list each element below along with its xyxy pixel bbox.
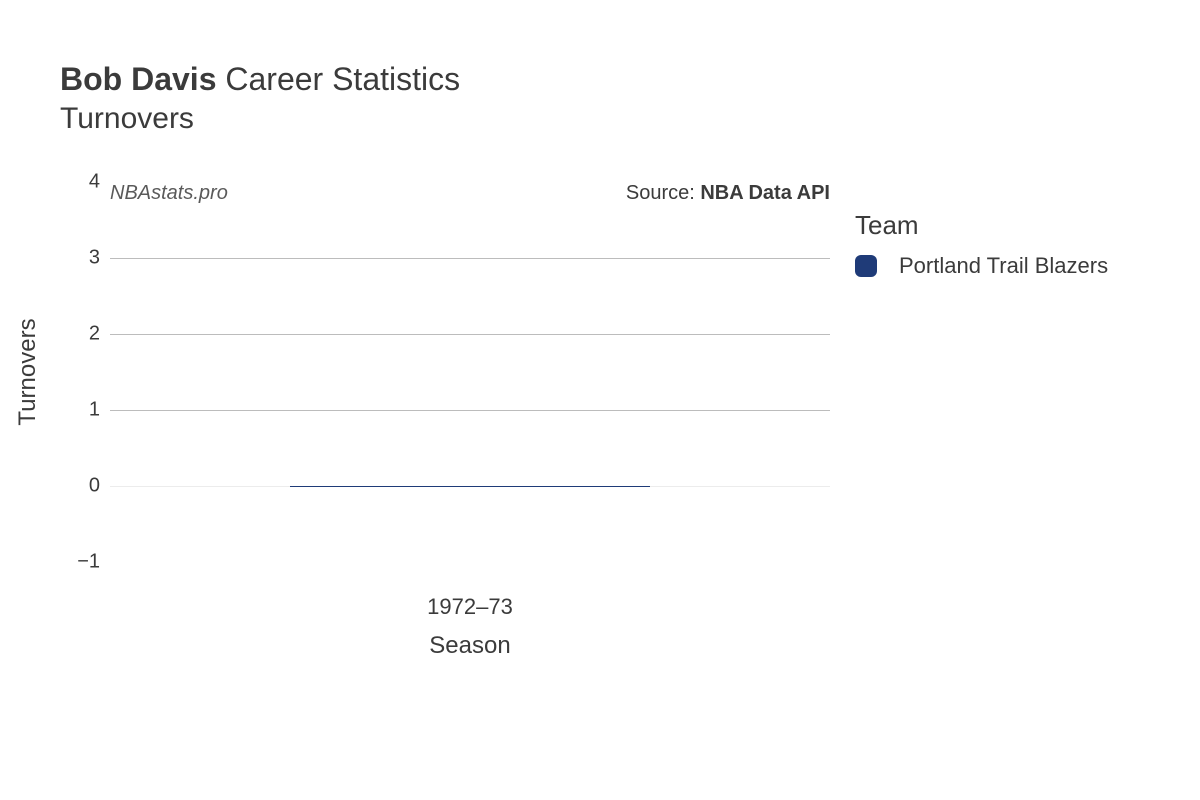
x-tick-label: 1972–73	[427, 594, 513, 620]
watermark-label: NBAstats.pro	[110, 182, 228, 205]
y-tick-label: 1	[89, 399, 100, 422]
gridline	[110, 334, 830, 335]
y-tick-label: 4	[89, 171, 100, 194]
chart-subtitle: Turnovers	[60, 102, 460, 136]
gridline	[110, 410, 830, 411]
chart-title-block: Bob Davis Career Statistics Turnovers	[60, 60, 460, 136]
y-tick-label: 3	[89, 247, 100, 270]
legend-title: Team	[855, 210, 1108, 241]
y-axis-title: Turnovers	[14, 318, 42, 425]
source-label: Source: NBA Data API	[626, 182, 830, 205]
source-prefix: Source:	[626, 182, 700, 204]
legend-swatch	[855, 255, 877, 277]
career-stats-chart: Bob Davis Career Statistics Turnovers Tu…	[0, 0, 1200, 800]
y-tick-label: 2	[89, 323, 100, 346]
legend: Team Portland Trail Blazers	[855, 210, 1108, 279]
bar	[290, 486, 650, 487]
y-tick-label: 0	[89, 475, 100, 498]
gridline	[110, 258, 830, 259]
plot-area: NBAstats.pro Source: NBA Data API Season…	[110, 182, 830, 562]
chart-title: Bob Davis Career Statistics	[60, 60, 460, 98]
legend-item-label: Portland Trail Blazers	[899, 253, 1108, 279]
legend-item: Portland Trail Blazers	[855, 253, 1108, 279]
chart-title-player: Bob Davis	[60, 61, 216, 97]
x-axis-title: Season	[429, 632, 510, 660]
chart-title-suffix: Career Statistics	[216, 61, 460, 97]
source-name: NBA Data API	[700, 182, 830, 204]
y-tick-label: −1	[77, 551, 100, 574]
